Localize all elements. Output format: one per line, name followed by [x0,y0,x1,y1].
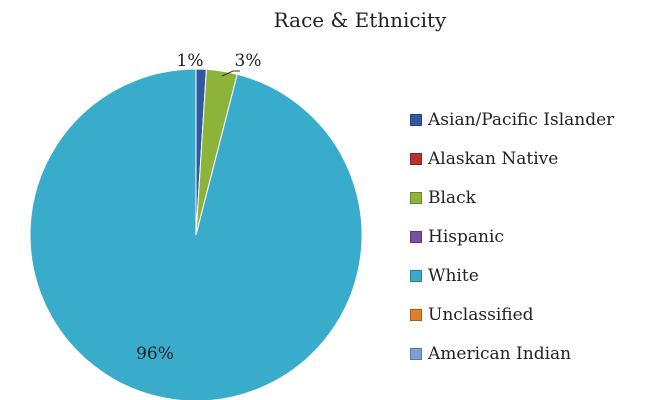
legend-label: Unclassified [428,304,534,325]
chart-title: Race & Ethnicity [273,8,447,32]
legend-swatch [410,230,422,243]
legend-item: Asian/Pacific Islander [410,100,614,139]
leader-line [221,70,240,77]
legend-item: Hispanic [410,217,614,256]
legend-item: White [410,256,614,295]
data-label: 1% [177,51,204,71]
legend-swatch [410,347,422,360]
legend-label: White [428,265,479,286]
legend-item: Alaskan Native [410,139,614,178]
legend-swatch [410,113,422,126]
legend-item: Unclassified [410,295,614,334]
legend-label: Hispanic [428,226,504,247]
pie-slice-white [29,68,363,400]
legend-label: American Indian [428,343,572,364]
legend-label: Asian/Pacific Islander [428,109,615,130]
legend-label: Black [428,187,476,208]
legend-swatch [410,191,422,204]
legend-item: American Indian [410,334,614,373]
chart-legend: Asian/Pacific Islander Alaskan Native Blac… [410,100,614,373]
legend-label: Alaskan Native [428,148,559,169]
legend-item: Black [410,178,614,217]
legend-swatch [410,269,422,282]
legend-swatch [410,152,422,165]
data-label: 96% [136,344,174,364]
legend-swatch [410,308,422,321]
data-label: 3% [235,51,262,71]
